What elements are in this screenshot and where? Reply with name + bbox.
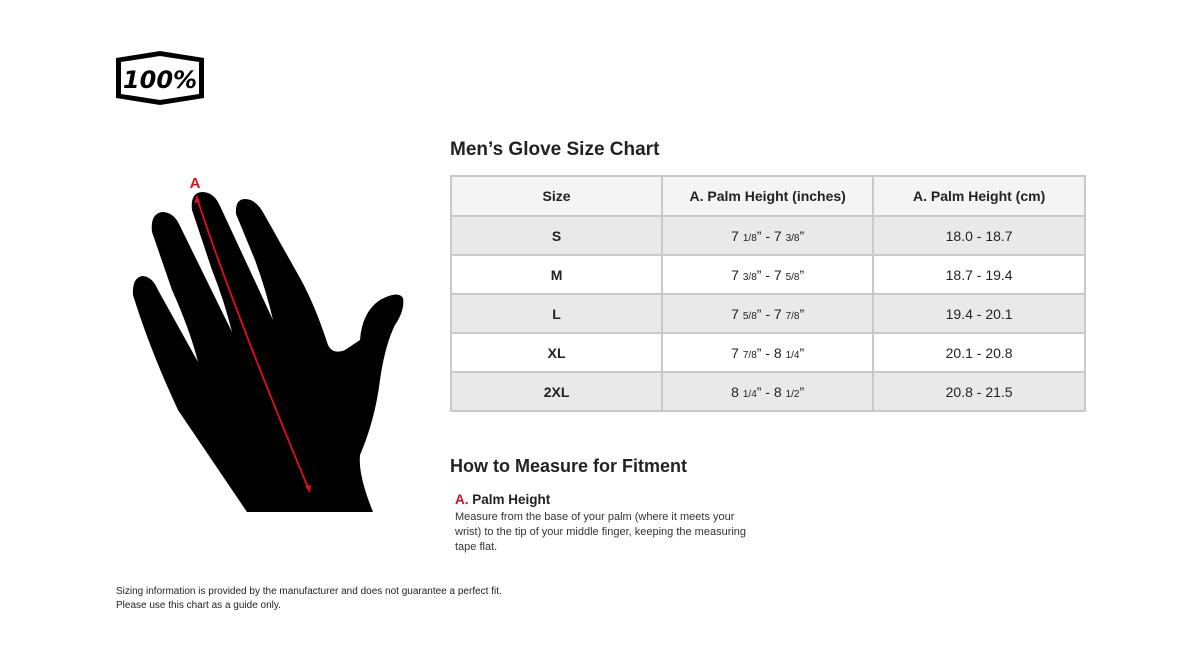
inches-from-whole: 7 <box>731 344 739 361</box>
disclaimer: Sizing information is provided by the ma… <box>116 585 502 613</box>
size-cell: XL <box>449 332 664 373</box>
header-cm: A. Palm Height (cm) <box>872 175 1086 217</box>
table-header-row: Size A. Palm Height (inches) A. Palm Hei… <box>449 175 1086 217</box>
inches-to-fraction: 7/8 <box>785 310 800 322</box>
measure-title: How to Measure for Fitment <box>450 456 688 476</box>
inches-to-fraction: 3/8 <box>785 232 800 244</box>
inches-from-whole: 8 <box>731 383 739 400</box>
palm-height-measure-line <box>196 197 310 491</box>
size-cell: M <box>449 254 664 295</box>
size-chart-title: Men’s Glove Size Chart <box>450 139 660 160</box>
size-cell: 2XL <box>449 371 664 412</box>
inches-cell: 8 1/4” - 8 1/2” <box>661 371 875 412</box>
inches-to-whole: 8 <box>773 344 782 361</box>
inches-from-fraction: 7/8 <box>742 349 757 361</box>
brand-logo: 100% <box>116 51 204 105</box>
marker-label-a: A <box>190 175 201 192</box>
inches-from-fraction: 1/4 <box>742 388 757 400</box>
inches-from-fraction: 5/8 <box>742 310 757 322</box>
disclaimer-line: Please use this chart as a guide only. <box>116 600 281 611</box>
header-size: Size <box>449 175 664 217</box>
size-chart-table: Size A. Palm Height (inches) A. Palm Hei… <box>449 175 1086 412</box>
cm-cell: 19.4 - 20.1 <box>872 293 1086 334</box>
inches-from-fraction: 3/8 <box>742 271 757 283</box>
palm-height-letter: A. <box>455 492 469 507</box>
inches-to-whole: 7 <box>773 266 782 283</box>
arrowhead-bottom <box>305 485 311 493</box>
table-row: 2XL 8 1/4” - 8 1/2” 20.8 - 21.5 <box>449 371 1086 412</box>
cm-cell: 18.7 - 19.4 <box>872 254 1086 295</box>
palm-height-name: Palm Height <box>472 492 551 507</box>
cm-cell: 20.1 - 20.8 <box>872 332 1086 373</box>
inches-to-whole: 8 <box>773 383 782 400</box>
inches-to-whole: 7 <box>773 227 782 244</box>
inches-from-fraction: 1/8 <box>742 232 757 244</box>
header-inches: A. Palm Height (inches) <box>661 175 875 217</box>
palm-height-description: Measure from the base of your palm (wher… <box>455 511 747 553</box>
arrowhead-top <box>194 195 200 203</box>
inches-from-whole: 7 <box>731 305 739 322</box>
logo-text: 100% <box>123 66 197 94</box>
size-cell: S <box>449 215 664 256</box>
inches-to-fraction: 1/2 <box>785 388 800 400</box>
cm-cell: 20.8 - 21.5 <box>872 371 1086 412</box>
inches-to-whole: 7 <box>773 305 782 322</box>
palm-height-label: A. Palm Height <box>455 492 550 507</box>
table-row: XL 7 7/8” - 8 1/4” 20.1 - 20.8 <box>449 332 1086 373</box>
inches-cell: 7 1/8” - 7 3/8” <box>661 215 875 256</box>
size-cell: L <box>449 293 664 334</box>
inches-from-whole: 7 <box>731 266 739 283</box>
inches-from-whole: 7 <box>731 227 739 244</box>
disclaimer-line: Sizing information is provided by the ma… <box>116 586 502 597</box>
inches-cell: 7 5/8” - 7 7/8” <box>661 293 875 334</box>
inches-to-fraction: 1/4 <box>785 349 800 361</box>
inches-cell: 7 7/8” - 8 1/4” <box>661 332 875 373</box>
hand-silhouette <box>132 192 404 512</box>
inches-cell: 7 3/8” - 7 5/8” <box>661 254 875 295</box>
cm-cell: 18.0 - 18.7 <box>872 215 1086 256</box>
inches-to-fraction: 5/8 <box>785 271 800 283</box>
